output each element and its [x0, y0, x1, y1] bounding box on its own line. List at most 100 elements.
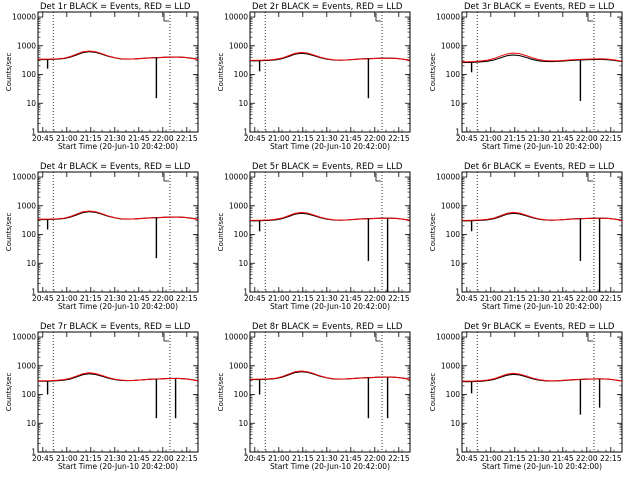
chart-panel-5: Det 5r BLACK = Events, RED = LLD 1 10 100 10… — [217, 162, 411, 311]
y-axis-label: Counts/sec — [217, 373, 225, 412]
plot-frame — [461, 11, 623, 133]
x-tick-label: 21:15 — [504, 134, 526, 143]
x-tick-label: 20:45 — [244, 454, 266, 463]
x-tick-label: 20:45 — [32, 454, 54, 463]
y-tick-label: 1000 — [17, 201, 36, 210]
y-axis-label: Counts/sec — [5, 53, 13, 92]
y-tick-label: 10 — [450, 259, 460, 268]
x-tick-label: 20:45 — [456, 134, 478, 143]
lld-line — [249, 51, 411, 62]
x-tick-label: 21:00 — [56, 134, 78, 143]
x-tick-label: 20:45 — [456, 294, 478, 303]
chart-title: Det 3r BLACK = Events, RED = LLD — [464, 2, 615, 12]
y-axis-label: Counts/sec — [217, 213, 225, 252]
x-tick-label: 21:45 — [128, 294, 150, 303]
chart-title: Det 9r BLACK = Events, RED = LLD — [464, 322, 615, 332]
x-tick-label: 20:45 — [32, 294, 54, 303]
x-tick-label: 21:15 — [504, 294, 526, 303]
x-tick-label: 21:30 — [316, 134, 338, 143]
x-tick-label: 22:00 — [576, 454, 598, 463]
x-tick-label: 21:30 — [104, 294, 126, 303]
y-tick-label: 10 — [450, 99, 460, 108]
marker-bracket — [375, 13, 381, 22]
y-tick-label: 10000 — [436, 333, 460, 342]
x-tick-label: 21:15 — [292, 294, 314, 303]
lld-line — [37, 210, 199, 221]
x-tick-label: 21:30 — [528, 134, 550, 143]
x-tick-label: 22:00 — [364, 294, 386, 303]
y-tick-label: 1000 — [17, 361, 36, 370]
y-tick-label: 1 — [31, 288, 36, 297]
x-tick-label: 22:15 — [176, 454, 198, 463]
y-tick-label: 1000 — [441, 361, 460, 370]
x-tick-label: 22:00 — [152, 134, 174, 143]
x-tick-label: 21:15 — [504, 454, 526, 463]
y-tick-label: 100 — [234, 70, 249, 79]
x-tick-label: 21:30 — [316, 294, 338, 303]
y-tick-label: 100 — [22, 70, 37, 79]
x-tick-label: 21:00 — [56, 454, 78, 463]
marker-bracket — [163, 333, 169, 342]
x-tick-label: 21:15 — [292, 454, 314, 463]
chart-panel-9: Det 9r BLACK = Events, RED = LLD 1 10 100 10… — [429, 322, 623, 471]
plot-frame — [37, 331, 199, 453]
marker-bracket — [375, 173, 381, 182]
x-tick-label: 21:45 — [340, 294, 362, 303]
x-tick-label: 21:45 — [340, 454, 362, 463]
x-axis-label: Start Time (20-Jun-10 20:42:00) — [58, 142, 178, 151]
y-tick-label: 1 — [243, 128, 248, 137]
y-tick-label: 1000 — [229, 361, 248, 370]
x-axis-label: Start Time (20-Jun-10 20:42:00) — [270, 142, 390, 151]
x-tick-label: 20:45 — [456, 454, 478, 463]
y-tick-label: 10000 — [224, 173, 248, 182]
y-tick-label: 1000 — [229, 201, 248, 210]
y-tick-label: 100 — [234, 390, 249, 399]
x-tick-label: 22:00 — [576, 134, 598, 143]
y-tick-label: 10 — [26, 259, 36, 268]
x-tick-label: 22:15 — [600, 454, 622, 463]
plot-frame — [461, 331, 623, 453]
x-tick-label: 21:45 — [340, 134, 362, 143]
x-tick-label: 22:15 — [600, 134, 622, 143]
x-tick-label: 22:00 — [152, 294, 174, 303]
x-tick-label: 21:30 — [104, 134, 126, 143]
chart-title: Det 8r BLACK = Events, RED = LLD — [252, 322, 403, 332]
lld-line — [37, 50, 199, 61]
y-tick-label: 10000 — [12, 13, 36, 22]
chart-panel-3: Det 3r BLACK = Events, RED = LLD 1 10 100 10… — [429, 2, 623, 151]
chart-title: Det 1r BLACK = Events, RED = LLD — [40, 2, 191, 12]
x-tick-label: 21:30 — [528, 294, 550, 303]
plot-frame — [249, 171, 411, 293]
y-tick-label: 1 — [455, 448, 460, 457]
y-tick-label: 100 — [446, 390, 461, 399]
y-tick-label: 1 — [31, 448, 36, 457]
x-axis-label: Start Time (20-Jun-10 20:42:00) — [482, 302, 602, 311]
chart-title: Det 6r BLACK = Events, RED = LLD — [464, 162, 615, 172]
x-tick-label: 21:00 — [56, 294, 78, 303]
x-tick-label: 22:15 — [388, 134, 410, 143]
plot-frame — [249, 331, 411, 453]
y-tick-label: 1000 — [229, 41, 248, 50]
x-tick-label: 21:00 — [268, 454, 290, 463]
chart-panel-8: Det 8r BLACK = Events, RED = LLD 1 10 100 10… — [217, 322, 411, 471]
x-tick-label: 22:15 — [176, 294, 198, 303]
x-tick-label: 20:45 — [244, 134, 266, 143]
x-tick-label: 21:45 — [552, 134, 574, 143]
marker-bracket — [587, 13, 593, 22]
plot-frame — [249, 11, 411, 133]
lld-line — [461, 52, 623, 63]
x-axis-label: Start Time (20-Jun-10 20:42:00) — [58, 462, 178, 471]
y-tick-label: 10 — [238, 259, 248, 268]
x-tick-label: 21:30 — [528, 454, 550, 463]
chart-title: Det 2r BLACK = Events, RED = LLD — [252, 2, 403, 12]
y-tick-label: 1 — [31, 128, 36, 137]
lld-line — [461, 372, 623, 382]
y-tick-label: 10000 — [224, 333, 248, 342]
y-axis-label: Counts/sec — [429, 53, 437, 92]
events-line — [461, 54, 623, 64]
lld-line — [249, 211, 411, 222]
x-tick-label: 22:00 — [576, 294, 598, 303]
x-tick-label: 21:30 — [104, 454, 126, 463]
y-tick-label: 10 — [26, 99, 36, 108]
y-tick-label: 100 — [446, 230, 461, 239]
